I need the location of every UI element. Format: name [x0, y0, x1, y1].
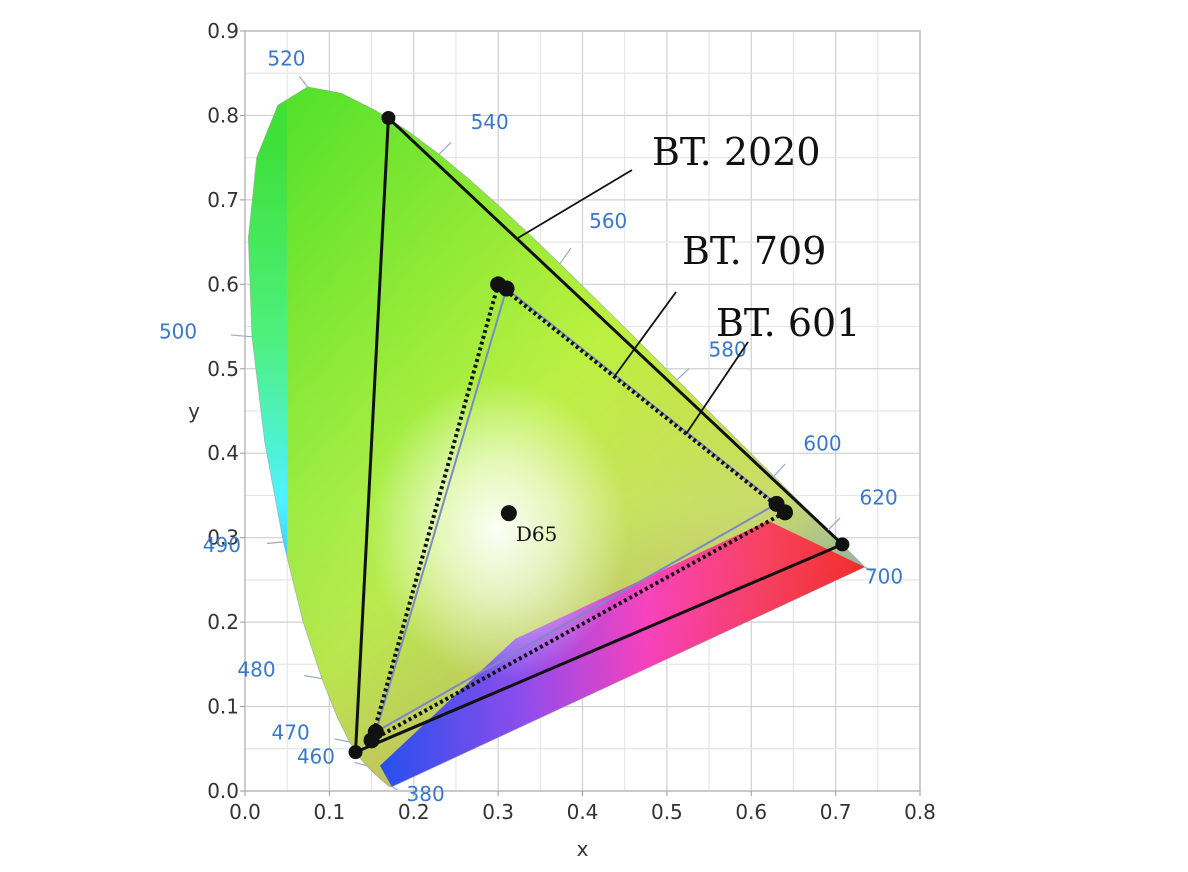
y-axis-label: y [188, 399, 200, 423]
y-tick-label: 0.2 [207, 610, 239, 634]
wavelength-label: 600 [803, 432, 841, 456]
leader-line [685, 341, 749, 435]
y-tick-label: 0.3 [207, 526, 239, 550]
wavelength-tick [438, 141, 452, 155]
locus-fill-white-core [368, 379, 629, 680]
wavelength-tick [354, 761, 367, 767]
wavelength-label: 470 [272, 721, 310, 745]
wavelength-label: 580 [709, 337, 747, 361]
wavelength-tick [298, 75, 308, 88]
wavelength-label: 490 [203, 533, 241, 557]
leader-line [613, 291, 677, 378]
x-tick-label: 0.6 [735, 800, 767, 824]
x-axis-label: x [577, 837, 589, 861]
wavelength-tick [334, 738, 350, 743]
x-tick-label: 0.5 [651, 800, 683, 824]
wavelength-label: 460 [297, 744, 335, 768]
primary-point [498, 280, 515, 297]
wavelength-label: 380 [407, 782, 445, 806]
wavelength-tick [827, 517, 841, 531]
y-tick-label: 0.4 [207, 441, 239, 465]
wavelength-tick [391, 786, 398, 791]
x-tick-label: 0.2 [398, 800, 430, 824]
primary-point [348, 745, 363, 760]
wavelength-tick [864, 566, 873, 572]
wavelength-label: 520 [267, 46, 305, 70]
wavelength-tick [676, 368, 690, 381]
standard-label: BT. 709 [682, 229, 826, 273]
y-tick-label: 0.1 [207, 695, 239, 719]
primary-point [768, 495, 785, 512]
gamut-triangle-bt-601 [374, 286, 779, 734]
y-tick-label: 0.6 [207, 272, 239, 296]
wavelength-label: 700 [865, 565, 903, 589]
primary-point [835, 537, 850, 552]
wavelength-tick [559, 247, 572, 265]
standard-label: BT. 601 [716, 301, 860, 345]
gamut-triangle-bt-2020 [353, 114, 846, 755]
wavelength-label: 560 [589, 209, 627, 233]
x-tick-label: 0.1 [313, 800, 345, 824]
standard-label: BT. 2020 [652, 130, 821, 174]
x-tick-label: 0.7 [820, 800, 852, 824]
x-tick-label: 0.3 [482, 800, 514, 824]
primary-point [367, 723, 384, 740]
y-tick-label: 0.0 [207, 779, 239, 803]
white-point-label: D65 [516, 522, 557, 546]
wavelength-label: 500 [159, 319, 197, 343]
primary-point [381, 110, 396, 125]
wavelength-tick [266, 541, 284, 545]
wavelength-tick [230, 334, 252, 338]
axes: 0.0 0.1 0.2 0.3 0.4 0.5 0.6 0.7 0.8 0.0 0.1 0.2 0.3 0… [207, 19, 936, 824]
y-tick-label: 0.9 [207, 19, 239, 43]
wavelength-label: 480 [237, 657, 275, 681]
wavelength-tick [773, 463, 786, 477]
leader-line [517, 169, 633, 239]
x-tick-label: 0.8 [904, 800, 936, 824]
y-tick-label: 0.8 [207, 103, 239, 127]
wavelength-tick [304, 674, 322, 680]
wavelength-label: 620 [860, 486, 898, 510]
gamut-triangle-bt-709 [368, 280, 789, 745]
x-tick-label: 0.4 [567, 800, 599, 824]
y-tick-label: 0.5 [207, 357, 239, 381]
wavelength-label: 540 [471, 110, 509, 134]
gamut-triangles [348, 110, 850, 760]
y-tick-label: 0.7 [207, 188, 239, 212]
x-tick-label: 0.0 [229, 800, 261, 824]
white-point-d65 [500, 505, 517, 522]
